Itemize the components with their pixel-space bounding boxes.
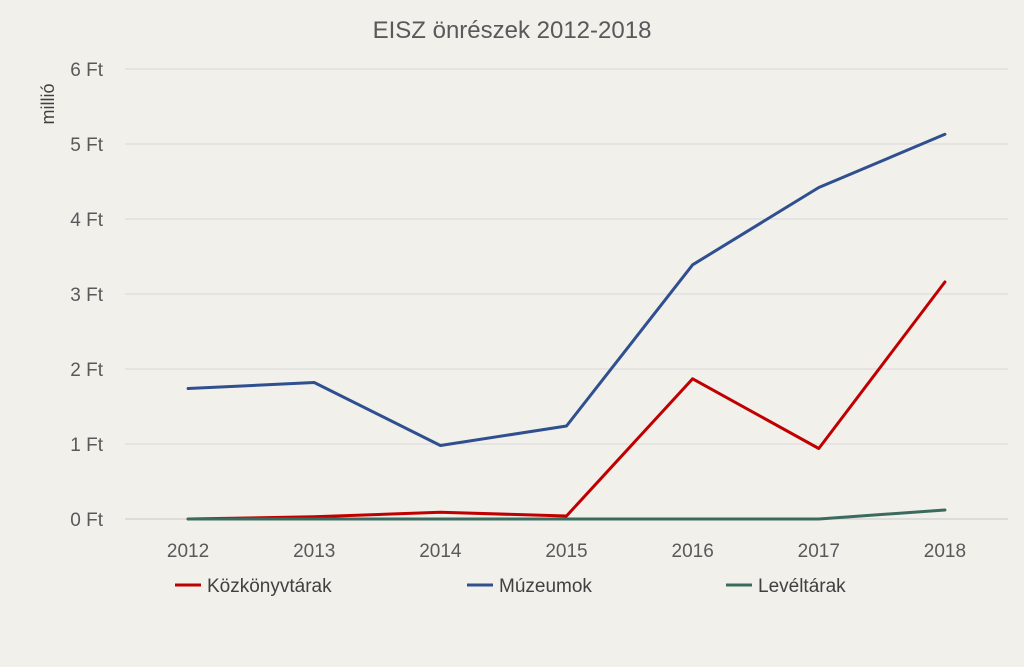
y-axis-label: millió: [38, 83, 58, 124]
y-tick-label: 1 Ft: [70, 435, 103, 456]
x-tick-label: 2015: [545, 541, 587, 562]
x-tick-label: 2017: [798, 541, 840, 562]
series-lines: [186, 132, 947, 521]
series-line: [186, 132, 947, 447]
y-tick-label: 0 Ft: [70, 510, 103, 531]
legend: Közkönyvtárak Múzeumok Levéltárak: [175, 576, 846, 597]
series-line: [186, 280, 947, 521]
chart-title: EISZ önrészek 2012-2018: [373, 17, 652, 44]
y-tick-label: 2 Ft: [70, 360, 103, 381]
y-tick-label: 4 Ft: [70, 210, 103, 231]
legend-label: Múzeumok: [499, 576, 592, 597]
legend-label: Levéltárak: [758, 576, 846, 597]
y-tick-label: 5 Ft: [70, 135, 103, 156]
x-tick-label: 2012: [167, 541, 209, 562]
x-tick-label: 2018: [924, 541, 966, 562]
x-tick-label: 2016: [672, 541, 714, 562]
gridlines: [125, 68, 1008, 520]
x-tick-label: 2014: [419, 541, 462, 562]
x-tick-labels: 2012 2013 2014 2015 2016 2017 2018: [167, 541, 966, 562]
y-tick-label: 6 Ft: [70, 60, 103, 81]
x-tick-label: 2013: [293, 541, 335, 562]
y-tick-labels: 0 Ft 1 Ft 2 Ft 3 Ft 4 Ft 5 Ft 6 Ft: [70, 60, 103, 531]
legend-label: Közkönyvtárak: [207, 576, 332, 597]
y-tick-label: 3 Ft: [70, 285, 103, 306]
series-line: [186, 508, 947, 521]
